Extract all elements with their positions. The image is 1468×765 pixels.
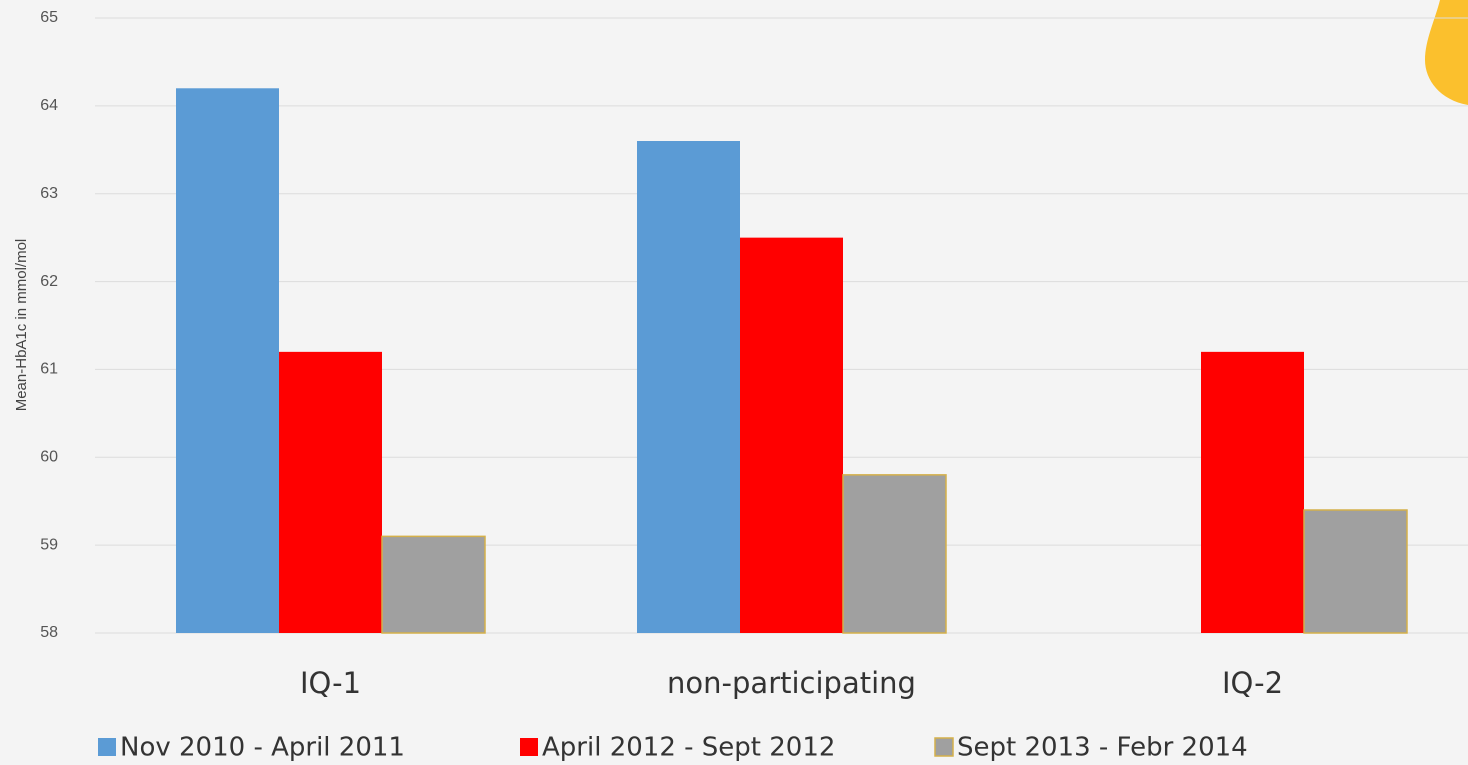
decoration	[1425, 0, 1468, 105]
y-tick-label: 59	[40, 536, 58, 553]
x-tick-label: IQ-1	[300, 666, 361, 700]
x-tick-label: non-participating	[667, 666, 916, 700]
y-tick-label: 58	[40, 624, 58, 641]
y-tick-label: 65	[40, 9, 58, 26]
bar	[381, 535, 486, 634]
y-tick-label: 64	[40, 97, 58, 114]
bar	[1303, 509, 1408, 634]
x-tick-label: IQ-2	[1222, 666, 1283, 700]
y-axis-label: Mean-HbA1c in mmol/mol	[13, 239, 30, 412]
legend-label: Nov 2010 - April 2011	[120, 733, 405, 763]
legend-marker	[98, 738, 116, 756]
legend-label: Sept 2013 - Febr 2014	[957, 733, 1248, 763]
bar	[637, 141, 740, 633]
bar	[1201, 351, 1304, 633]
y-tick-label: 60	[40, 449, 58, 466]
bar	[176, 88, 279, 634]
y-tick-label: 61	[40, 361, 58, 378]
bar	[740, 237, 843, 633]
y-tick-label: 63	[40, 185, 58, 202]
bar	[842, 474, 947, 634]
legend-marker	[520, 738, 538, 756]
y-tick-label: 62	[40, 273, 58, 290]
bar	[279, 351, 382, 633]
legend-marker	[934, 737, 954, 757]
legend-label: April 2012 - Sept 2012	[542, 733, 835, 763]
